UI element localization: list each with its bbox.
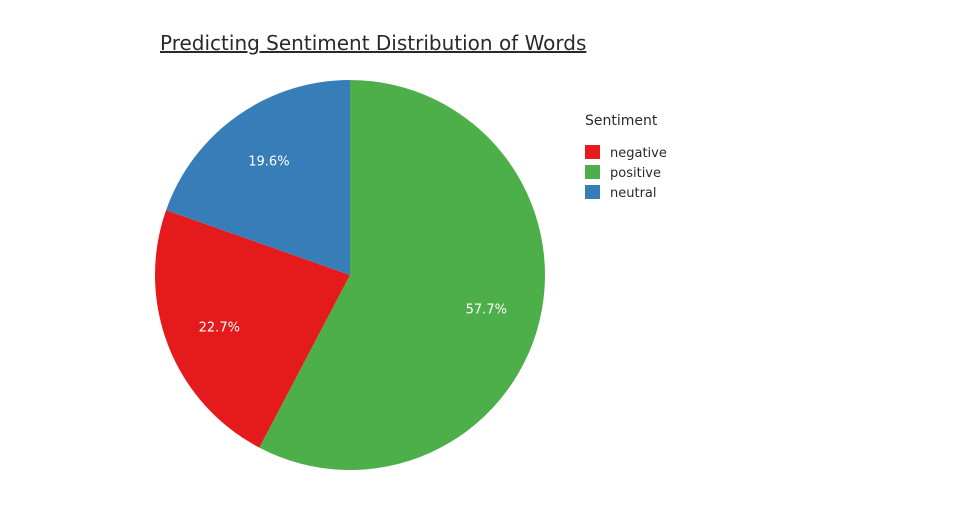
pie-slice-negative: [155, 210, 350, 448]
legend-label-negative[interactable]: negative: [610, 146, 667, 161]
pie-slice-labels: 57.7% 22.7% 19.6%: [199, 154, 507, 335]
pie-slice-positive: [259, 80, 545, 471]
legend-items: negative positive neutral: [585, 145, 667, 201]
pie-label-neutral: 19.6%: [248, 154, 289, 169]
legend-swatch-positive[interactable]: [585, 165, 600, 179]
pie-label-positive: 57.7%: [466, 303, 507, 318]
legend-label-positive[interactable]: positive: [610, 166, 661, 181]
legend-swatch-negative[interactable]: [585, 145, 600, 159]
legend: Sentiment negative positive neutral: [585, 113, 667, 201]
chart-title: Predicting Sentiment Distribution of Wor…: [160, 31, 586, 55]
legend-title: Sentiment: [585, 113, 658, 129]
pie-label-negative: 22.7%: [199, 320, 240, 335]
legend-swatch-neutral[interactable]: [585, 185, 600, 199]
legend-label-neutral[interactable]: neutral: [610, 186, 657, 201]
pie-slices: [155, 80, 545, 471]
pie-slice-neutral: [166, 80, 350, 275]
